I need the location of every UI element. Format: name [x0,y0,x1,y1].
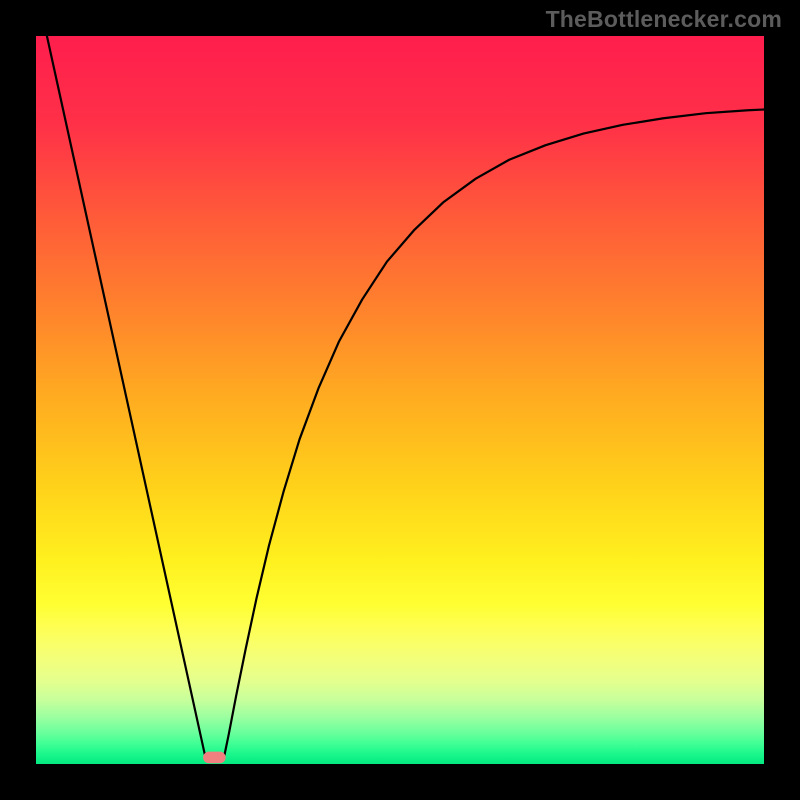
chart-container: TheBottlenecker.com [0,0,800,800]
gradient-background [36,36,764,764]
bottleneck-chart [0,0,800,800]
min-marker [203,752,226,764]
